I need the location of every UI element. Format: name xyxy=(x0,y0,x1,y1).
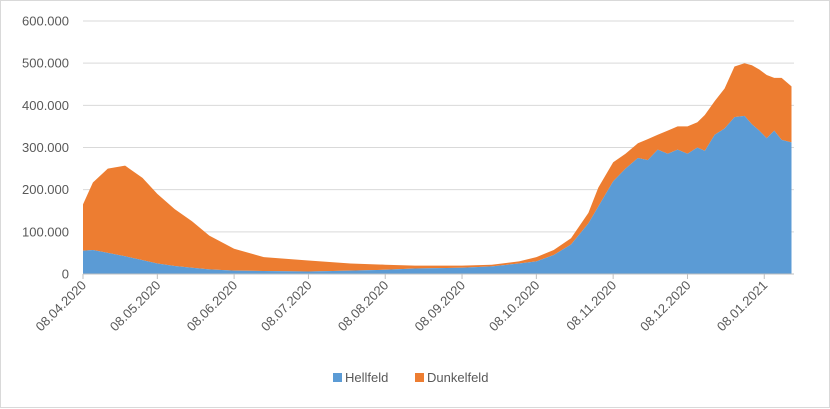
area-series xyxy=(83,63,792,275)
x-tick-label: 08.12.2020 xyxy=(637,278,694,335)
legend-swatch xyxy=(415,373,424,382)
legend-item-hellfeld: Hellfeld xyxy=(333,370,388,385)
y-tick-label: 0 xyxy=(62,267,69,282)
area-hellfeld xyxy=(83,115,792,275)
area-dunkelfeld xyxy=(83,63,792,272)
x-tick-label: 08.10.2020 xyxy=(486,278,543,335)
x-tick-label: 08.08.2020 xyxy=(335,278,392,335)
x-tick-label: 08.07.2020 xyxy=(258,278,315,335)
x-tick-label: 08.04.2020 xyxy=(32,278,89,335)
x-tick-label: 08.05.2020 xyxy=(107,278,164,335)
y-tick-label: 600.000 xyxy=(22,14,69,29)
x-tick-label: 08.11.2020 xyxy=(563,278,619,334)
y-tick-label: 200.000 xyxy=(22,182,69,197)
legend-label: Hellfeld xyxy=(345,370,388,385)
y-tick-label: 100.000 xyxy=(22,224,69,239)
legend-item-dunkelfeld: Dunkelfeld xyxy=(415,370,488,385)
x-tick-label: 08.06.2020 xyxy=(184,278,241,335)
y-tick-label: 500.000 xyxy=(22,56,69,71)
y-axis-ticks: 0 100.000 200.000 300.000 400.000 500.000 600.… xyxy=(22,14,69,282)
legend-label: Dunkelfeld xyxy=(427,370,488,385)
legend: Hellfeld Dunkelfeld xyxy=(333,370,488,385)
legend-swatch xyxy=(333,373,342,382)
y-tick-label: 300.000 xyxy=(22,140,69,155)
x-tick-label: 08.09.2020 xyxy=(412,278,469,335)
x-axis-ticks: 08.04.2020 08.05.2020 08.06.2020 08.07.2020… xyxy=(32,274,770,334)
x-tick-label: 08.01.2021 xyxy=(714,278,771,335)
y-tick-label: 400.000 xyxy=(22,98,69,113)
